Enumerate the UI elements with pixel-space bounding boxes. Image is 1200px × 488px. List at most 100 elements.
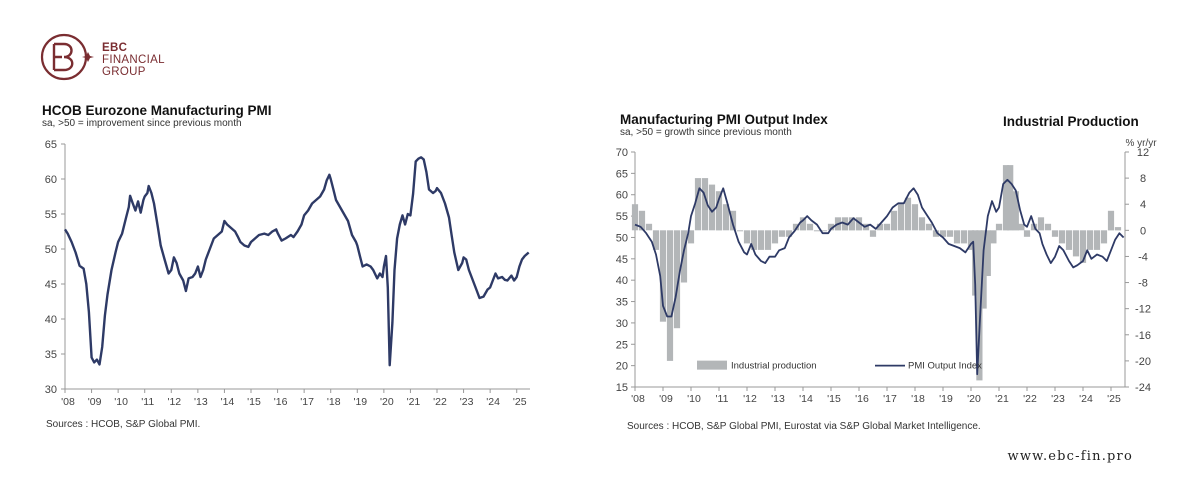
chart2-bar — [932, 230, 940, 237]
chart1-y-tick-label: 50 — [45, 244, 57, 256]
chart1-y-tick-label: 30 — [45, 384, 57, 396]
chart2-right-tick-label: -8 — [1138, 278, 1148, 290]
chart2-x-tick-label: '16 — [855, 393, 869, 405]
chart2-bar — [764, 230, 772, 250]
chart2-x-tick-label: '08 — [631, 393, 645, 405]
chart2-x-tick-label: '12 — [743, 393, 757, 405]
chart1-x-tick-label: '24 — [486, 396, 500, 408]
chart1-subtitle: sa, >50 = improvement since previous mon… — [42, 118, 242, 129]
chart2-bar — [750, 230, 758, 250]
chart2-bar — [1051, 230, 1059, 237]
chart2-bar — [631, 204, 639, 231]
chart2-x-tick-label: '10 — [687, 393, 701, 405]
chart1-x-tick-label: '23 — [460, 396, 474, 408]
chart2-bar — [925, 223, 933, 231]
chart2-bar — [980, 230, 987, 309]
chart2-right-tick-label: 0 — [1140, 225, 1146, 237]
chart2-bar — [1044, 223, 1052, 231]
chart2-bar — [1037, 217, 1045, 231]
chart2-bar — [673, 230, 681, 329]
brand-name-line2: FINANCIAL — [102, 54, 165, 66]
chart2-bar — [990, 230, 997, 244]
chart2-bar — [883, 223, 891, 231]
chart2-bar — [976, 230, 983, 381]
chart2-bar — [1018, 223, 1025, 231]
chart1-x-tick-label: '25 — [513, 396, 527, 408]
brand-name-line1: EBC — [102, 42, 128, 54]
chart2-x-tick-label: '25 — [1107, 393, 1121, 405]
chart2-left-tick-label: 65 — [616, 168, 628, 180]
chart2-bar — [722, 204, 730, 231]
chart1-y-tick-label: 45 — [45, 279, 57, 291]
chart2-bar — [1007, 165, 1014, 231]
chart2-left-tick-label: 25 — [616, 339, 628, 351]
chart2-subtitle: sa, >50 = growth since previous month — [620, 127, 792, 138]
chart1-x-tick-label: '17 — [300, 396, 314, 408]
chart2-bar — [827, 223, 835, 231]
chart2-bar — [967, 230, 975, 250]
chart2-right-tick-label: 12 — [1137, 147, 1149, 159]
chart1-x-tick-label: '18 — [327, 396, 341, 408]
chart2-bar — [918, 217, 926, 231]
chart2-legend-bar-label: Industrial production — [731, 361, 817, 372]
chart2-bar — [736, 230, 744, 232]
chart2-bar — [792, 223, 800, 231]
chart1-y-tick-label: 40 — [45, 314, 57, 326]
chart2-bar — [1086, 230, 1094, 250]
chart2-plot: 152025303540455055606570-24-20-16-12-8-4… — [616, 138, 1157, 405]
chart2-right-tick-label: 8 — [1140, 173, 1146, 185]
chart2-left-tick-label: 70 — [616, 147, 628, 159]
chart1-x-tick-label: '11 — [141, 396, 154, 408]
chart2-bar — [778, 230, 786, 237]
chart1-y-tick-label: 35 — [45, 349, 57, 361]
chart1-x-tick-label: '20 — [380, 396, 394, 408]
chart2-bar — [869, 230, 877, 237]
chart2-left-tick-label: 30 — [616, 318, 628, 330]
chart2-x-tick-label: '23 — [1051, 393, 1065, 405]
chart2-bar — [680, 230, 688, 283]
chart2-x-tick-label: '15 — [827, 393, 841, 405]
chart2-right-tick-label: -12 — [1135, 304, 1151, 316]
chart2-bar — [1002, 165, 1010, 231]
chart2-bar — [708, 184, 716, 231]
chart2-bar — [946, 230, 954, 237]
chart2-bar — [743, 230, 751, 244]
chart2-bar — [1100, 230, 1108, 244]
chart2-bar — [897, 204, 905, 231]
chart2-x-tick-label: '18 — [911, 393, 925, 405]
chart2-x-tick-label: '19 — [939, 393, 953, 405]
chart2-right-unit: % yr/yr — [1125, 138, 1157, 149]
chart2-bar — [1093, 230, 1101, 250]
chart2-left-tick-label: 50 — [616, 232, 628, 244]
chart1-x-tick-label: '16 — [274, 396, 288, 408]
chart2-bar — [1058, 230, 1066, 244]
chart2-bar — [1023, 230, 1031, 237]
brand-name-line3: GROUP — [102, 66, 146, 78]
chart2-bar — [694, 178, 702, 231]
chart2-bar — [701, 178, 709, 231]
brand-name: EBC FINANCIAL GROUP — [102, 42, 165, 78]
chart2-left-tick-label: 45 — [616, 254, 628, 266]
chart1-x-tick-label: '09 — [88, 396, 102, 408]
chart2-left-tick-label: 15 — [616, 382, 628, 394]
chart2-bar — [960, 230, 968, 244]
chart2-bar — [911, 204, 919, 231]
chart1-title: HCOB Eurozone Manufacturing PMI — [42, 103, 272, 118]
chart1-x-tick-label: '12 — [167, 396, 181, 408]
chart2-bar — [820, 230, 828, 232]
chart2-bar — [939, 230, 947, 237]
chart2-legend-line-label: PMI Output Index — [908, 361, 982, 372]
chart1-source: Sources : HCOB, S&P Global PMI. — [46, 419, 201, 430]
chart1-x-tick-label: '14 — [221, 396, 235, 408]
chart2-right-tick-label: -24 — [1135, 382, 1151, 394]
chart2-x-tick-label: '13 — [771, 393, 785, 405]
chart2-legend-bar-swatch — [697, 360, 727, 370]
chart2-bar — [813, 230, 821, 232]
website-link[interactable]: www.ebc-fin.pro — [1007, 449, 1133, 464]
chart2-bar — [1107, 210, 1115, 231]
chart2-bar — [890, 210, 898, 231]
chart2-right-tick-label: -16 — [1135, 330, 1151, 342]
chart2-x-tick-label: '17 — [883, 393, 897, 405]
chart1-y-tick-label: 65 — [45, 139, 57, 151]
chart2-title: Manufacturing PMI Output Index — [620, 112, 828, 127]
